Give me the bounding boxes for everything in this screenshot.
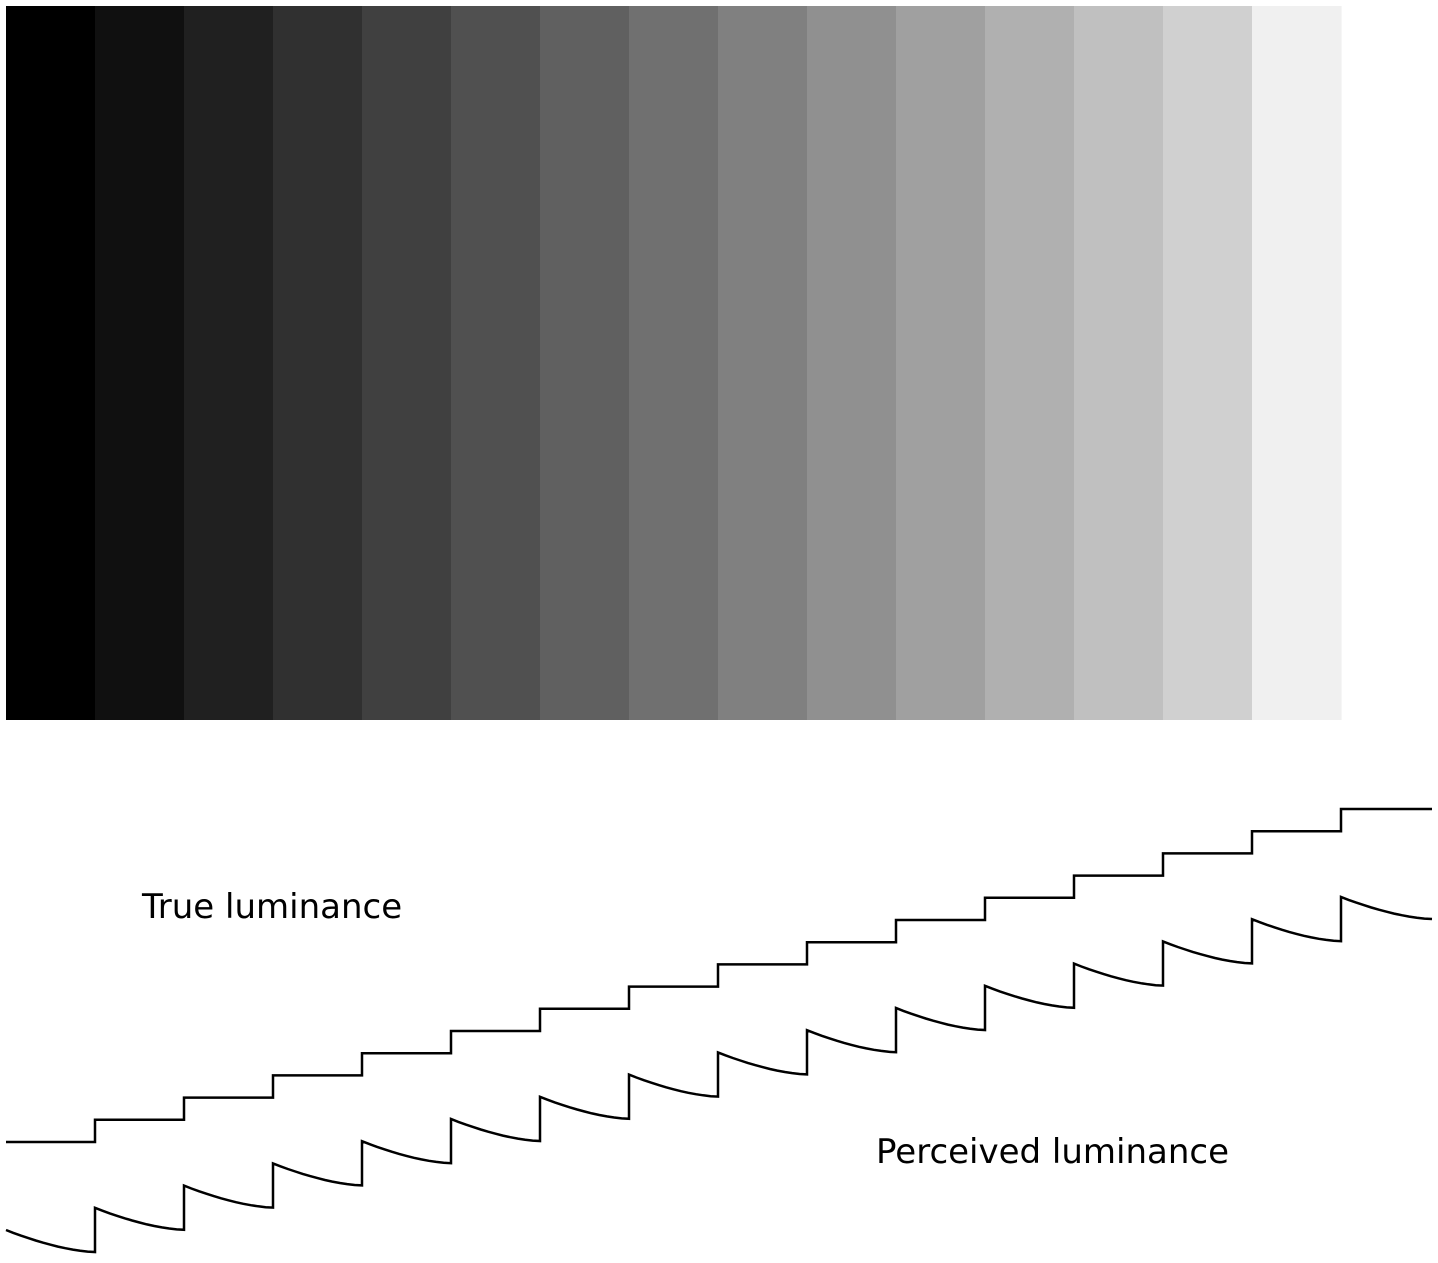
gray-band-14 bbox=[1163, 6, 1253, 720]
gray-band-13 bbox=[1074, 6, 1164, 720]
gray-band-2 bbox=[95, 6, 185, 720]
gray-band-11 bbox=[896, 6, 986, 720]
perceived-luminance-label: Perceived luminance bbox=[876, 1132, 1230, 1172]
gray-band-4 bbox=[273, 6, 363, 720]
gray-band-8 bbox=[629, 6, 719, 720]
gray-band-9 bbox=[718, 6, 808, 720]
gray-band-1 bbox=[6, 6, 96, 720]
gray-band-12 bbox=[985, 6, 1075, 720]
gray-band-15 bbox=[1252, 6, 1342, 720]
gray-band-5 bbox=[362, 6, 452, 720]
gray-bands bbox=[6, 6, 1342, 720]
gray-band-7 bbox=[540, 6, 630, 720]
gray-band-10 bbox=[807, 6, 897, 720]
true-luminance-staircase bbox=[6, 807, 1432, 1144]
true-luminance-label: True luminance bbox=[142, 887, 403, 927]
gray-band-6 bbox=[451, 6, 541, 720]
perceived-luminance-curve bbox=[5, 895, 1433, 1254]
gray-band-3 bbox=[184, 6, 274, 720]
